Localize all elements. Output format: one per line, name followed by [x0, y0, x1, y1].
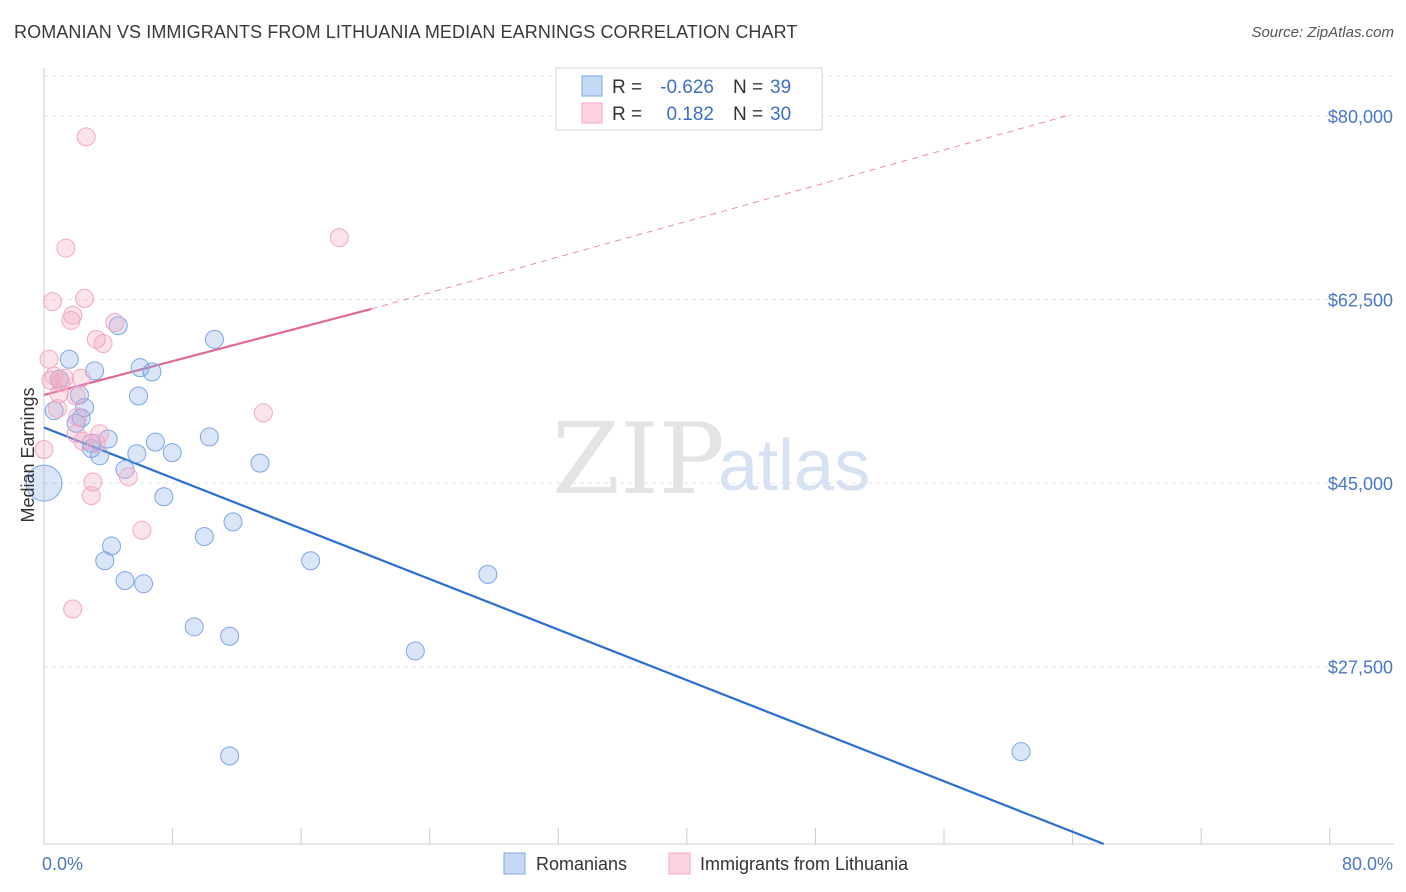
x-tick-labels: 0.0% 80.0% — [42, 854, 1393, 874]
lithuania-point-12 — [63, 599, 83, 619]
lithuania-point-16 — [71, 368, 91, 388]
y-axis-label: Median Earnings — [18, 387, 38, 522]
watermark: ZIP atlas — [552, 403, 870, 517]
n-value-romanians: 39 — [770, 77, 791, 98]
romanians-point-4 — [66, 413, 86, 433]
trend-line-1 — [43, 307, 372, 397]
legend-romanians-label: Romanians — [536, 854, 627, 874]
romanians-point-22 — [142, 362, 162, 382]
romanians-point-29 — [204, 329, 224, 349]
romanians-point-37 — [1011, 742, 1031, 762]
romanians-point-32 — [220, 746, 240, 766]
romanians-point-19 — [129, 386, 148, 406]
x-tick-label-0: 0.0% — [42, 854, 83, 874]
romanians-point-34 — [301, 551, 321, 571]
y-tick-labels: $80,000 $62,500 $45,000 $27,500 — [1328, 107, 1393, 678]
watermark-atlas: atlas — [718, 426, 870, 506]
n-value-lithuania: 30 — [770, 104, 791, 125]
lithuania-point-29 — [329, 228, 349, 248]
romanians-point-27 — [194, 527, 214, 547]
r-label-1: R = — [612, 77, 642, 98]
lithuania-point-8 — [54, 368, 74, 388]
romanians-point-20 — [130, 358, 150, 378]
data-points — [25, 127, 1031, 766]
romanians-point-21 — [134, 574, 154, 594]
romanians-point-3 — [59, 349, 79, 369]
romanians-point-35 — [405, 641, 425, 661]
chart-title: ROMANIAN VS IMMIGRANTS FROM LITHUANIA ME… — [14, 22, 798, 42]
lithuania-point-23 — [90, 424, 110, 444]
x-tick-label-1: 80.0% — [1342, 854, 1393, 874]
axes — [43, 68, 1394, 845]
legend-lithuania-label: Immigrants from Lithuania — [700, 854, 909, 874]
lithuania-point-3 — [42, 292, 62, 312]
romanians-point-0 — [25, 464, 63, 502]
y-tick-label-0: $80,000 — [1328, 107, 1393, 127]
r-label-2: R = — [612, 104, 642, 125]
lithuania-point-25 — [105, 313, 125, 333]
lithuania-point-24 — [93, 334, 113, 354]
lithuania-point-26 — [118, 467, 138, 487]
romanians-point-36 — [478, 564, 498, 584]
romanians-point-31 — [223, 512, 243, 532]
lithuania-point-15 — [68, 407, 88, 427]
r-value-romanians: -0.626 — [660, 77, 714, 98]
romanians-point-17 — [115, 571, 135, 591]
source-label: Source: ZipAtlas.com — [1251, 24, 1394, 41]
romanians-point-11 — [90, 446, 110, 466]
lithuania-point-1 — [39, 349, 59, 369]
romanians-point-30 — [220, 626, 240, 646]
series-legend: Romanians Immigrants from Lithuania — [503, 852, 909, 875]
n-label-1: N = — [733, 77, 763, 98]
romanians-point-33 — [250, 453, 270, 473]
romanians-point-14 — [102, 536, 121, 556]
romanians-swatch — [581, 75, 603, 97]
legend-lithuania-swatch — [668, 852, 691, 875]
lithuania-point-5 — [48, 399, 67, 419]
grid-lines — [44, 75, 1394, 668]
romanians-point-23 — [145, 432, 165, 452]
lithuania-point-9 — [56, 238, 76, 258]
lithuania-point-30 — [76, 127, 96, 147]
romanians-point-28 — [199, 427, 219, 447]
lithuania-point-27 — [132, 520, 152, 540]
romanians-point-26 — [184, 617, 204, 637]
stats-legend: R = -0.626 N = 39 R = 0.182 N = 30 — [555, 67, 823, 131]
y-tick-label-2: $45,000 — [1328, 474, 1393, 494]
lithuania-point-20 — [83, 472, 103, 492]
legend-romanians-swatch — [503, 852, 526, 875]
romanians-point-18 — [127, 444, 147, 464]
romanians-point-15 — [108, 316, 128, 336]
trend-line-0 — [43, 426, 1105, 846]
y-tick-label-1: $62,500 — [1328, 290, 1393, 310]
lithuania-swatch — [581, 102, 603, 124]
lithuania-point-0 — [34, 440, 54, 460]
watermark-zip: ZIP — [552, 403, 725, 517]
lithuania-point-14 — [66, 386, 86, 406]
lithuania-point-11 — [63, 305, 83, 325]
lithuania-point-13 — [66, 424, 86, 444]
romanians-point-24 — [154, 487, 174, 507]
y-tick-label-3: $27,500 — [1328, 658, 1393, 678]
r-value-lithuania: 0.182 — [666, 104, 714, 125]
lithuania-point-18 — [75, 288, 94, 308]
trend-extension-1 — [371, 115, 1067, 310]
n-label-2: N = — [733, 104, 763, 125]
lithuania-point-19 — [81, 486, 101, 506]
lithuania-point-28 — [253, 403, 273, 423]
trend-lines — [43, 115, 1105, 846]
romanians-point-25 — [162, 443, 182, 463]
